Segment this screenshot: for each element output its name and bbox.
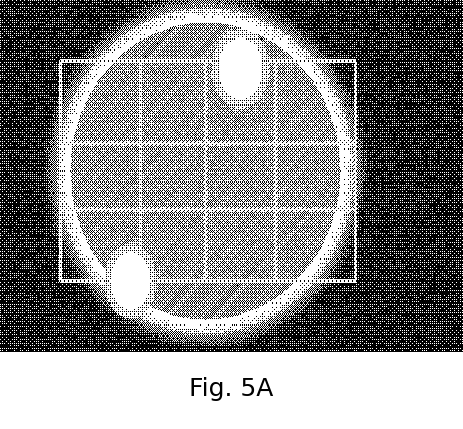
Text: Fig. 5A: Fig. 5A bbox=[189, 377, 274, 401]
